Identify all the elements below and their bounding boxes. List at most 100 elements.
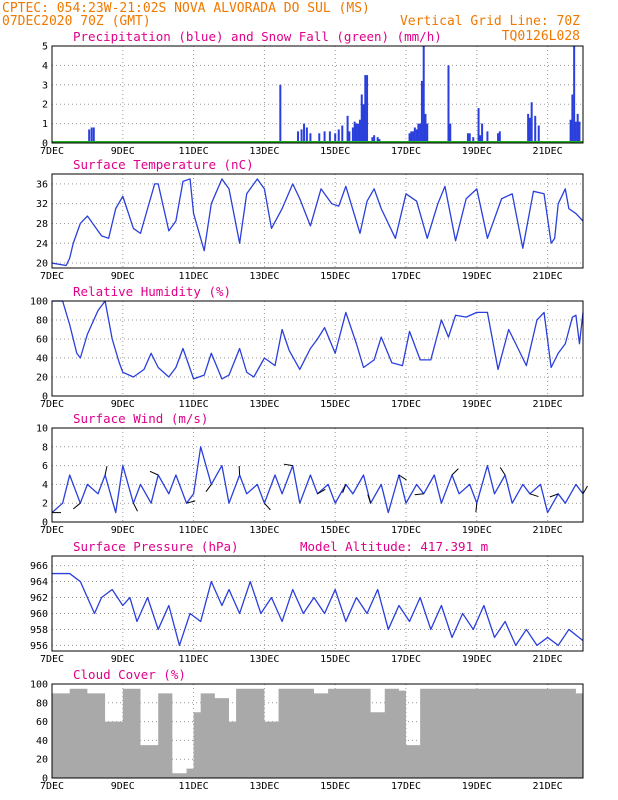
x-tick-label: 9DEC xyxy=(111,654,135,665)
precip-bar xyxy=(576,113,579,143)
precip-bar xyxy=(479,135,482,143)
x-tick-label: 15DEC xyxy=(320,146,350,157)
y-tick-label: 60 xyxy=(36,717,48,728)
y-tick-label: 100 xyxy=(30,680,48,691)
precip-bar xyxy=(413,127,416,143)
precip-bar xyxy=(415,129,418,143)
precip-bar xyxy=(466,133,469,143)
series-line xyxy=(52,572,584,647)
wind-arrow xyxy=(132,502,138,512)
wind-arrow xyxy=(205,484,212,492)
y-tick-label: 10 xyxy=(36,424,48,435)
series-line xyxy=(52,300,584,380)
panel-title: Surface Temperature (nC) xyxy=(73,157,254,172)
precip-bar xyxy=(341,125,344,143)
precip-bar xyxy=(417,123,420,143)
precip-bar xyxy=(346,115,349,143)
precip-bar xyxy=(472,137,475,143)
y-tick-label: 962 xyxy=(30,593,48,604)
x-tick-label: 9DEC xyxy=(111,399,135,410)
x-tick-label: 7DEC xyxy=(40,271,64,282)
precip-bar xyxy=(303,123,306,143)
precip-bar xyxy=(419,123,422,143)
precip-bar xyxy=(571,94,574,143)
precip-bar xyxy=(88,129,91,143)
panel-5: 956 958 960 962 964 966 7DEC 9DEC 11DEC 13DEC 15DE… xyxy=(30,539,584,665)
panel-title: Relative Humidity (%) xyxy=(73,284,231,299)
y-tick-label: 960 xyxy=(30,609,48,620)
x-tick-label: 19DEC xyxy=(462,525,492,536)
precip-bar xyxy=(573,46,576,143)
precip-bar xyxy=(318,133,321,143)
y-tick-label: 20 xyxy=(36,373,48,384)
precip-bar xyxy=(351,127,354,143)
precip-bar xyxy=(426,123,429,143)
panel-3: 0 20 40 60 80 100 7DEC 9DEC 11DEC 13DEC 15DEC 17DEC… xyxy=(30,284,584,410)
x-tick-label: 11DEC xyxy=(179,654,209,665)
panel-4: 0 2 4 6 8 10 7DEC 9DEC 11DEC 13DEC 15DEC 17DEC 19DEC… xyxy=(36,411,588,536)
y-tick-label: 60 xyxy=(36,335,48,346)
x-tick-label: 13DEC xyxy=(249,654,279,665)
y-tick-label: 956 xyxy=(30,641,48,652)
x-tick-label: 21DEC xyxy=(533,271,563,282)
x-tick-label: 15DEC xyxy=(320,271,350,282)
y-tick-label: 20 xyxy=(36,259,48,270)
x-tick-label: 7DEC xyxy=(40,525,64,536)
wind-arrow xyxy=(475,503,478,513)
x-tick-label: 21DEC xyxy=(533,654,563,665)
x-tick-label: 13DEC xyxy=(249,146,279,157)
plot-frame xyxy=(51,683,584,779)
precip-bar xyxy=(360,94,363,143)
x-tick-label: 17DEC xyxy=(391,525,421,536)
x-tick-label: 9DEC xyxy=(111,781,135,792)
precip-bar xyxy=(408,133,411,143)
header-run-time: 07DEC2020 70Z (GMT) xyxy=(2,14,151,29)
y-tick-label: 80 xyxy=(36,698,48,709)
precip-bar xyxy=(410,131,413,143)
y-tick-label: 0 xyxy=(42,139,48,150)
precip-bar xyxy=(300,129,303,143)
wind-arrow xyxy=(398,474,407,481)
precip-bar xyxy=(530,102,533,143)
precip-bar xyxy=(373,135,376,143)
wind-arrow xyxy=(367,494,372,504)
precip-bar xyxy=(337,129,340,143)
x-tick-label: 17DEC xyxy=(391,271,421,282)
x-tick-label: 11DEC xyxy=(179,271,209,282)
wind-arrow xyxy=(499,467,506,476)
y-tick-label: 0 xyxy=(42,392,48,403)
panel-2: 20 24 28 32 36 7DEC 9DEC 11DEC 13DEC 15DEC 17DEC 19… xyxy=(36,157,584,282)
wind-arrow xyxy=(549,493,559,498)
wind-arrow xyxy=(582,485,588,495)
precip-bar xyxy=(497,133,500,143)
x-tick-label: 9DEC xyxy=(111,271,135,282)
wind-arrow xyxy=(529,493,539,498)
wind-arrow xyxy=(186,500,196,504)
precip-bar xyxy=(534,115,537,143)
precip-bar xyxy=(90,127,93,143)
wind-arrow xyxy=(264,502,271,511)
precip-bar xyxy=(537,125,540,143)
x-tick-label: 7DEC xyxy=(40,399,64,410)
x-tick-label: 21DEC xyxy=(533,146,563,157)
wind-arrow xyxy=(451,468,459,476)
x-tick-label: 11DEC xyxy=(179,525,209,536)
x-tick-label: 17DEC xyxy=(391,781,421,792)
x-tick-label: 19DEC xyxy=(462,146,492,157)
precip-bar xyxy=(420,80,423,143)
precip-bar xyxy=(309,133,312,143)
y-tick-label: 100 xyxy=(30,297,48,308)
precip-bar xyxy=(92,127,95,143)
x-tick-label: 19DEC xyxy=(462,271,492,282)
precip-bar xyxy=(569,119,572,143)
x-tick-label: 11DEC xyxy=(179,399,209,410)
y-tick-label: 3 xyxy=(42,80,48,91)
header-location: CPTEC: 054:23W-21:02S NOVA ALVORADA DO S… xyxy=(2,1,370,16)
y-tick-label: 80 xyxy=(36,316,48,327)
y-tick-label: 6 xyxy=(42,461,48,472)
precip-bar xyxy=(528,117,531,143)
x-tick-label: 17DEC xyxy=(391,399,421,410)
x-tick-label: 15DEC xyxy=(320,399,350,410)
precip-bar xyxy=(305,127,308,143)
precip-bar xyxy=(468,133,471,143)
